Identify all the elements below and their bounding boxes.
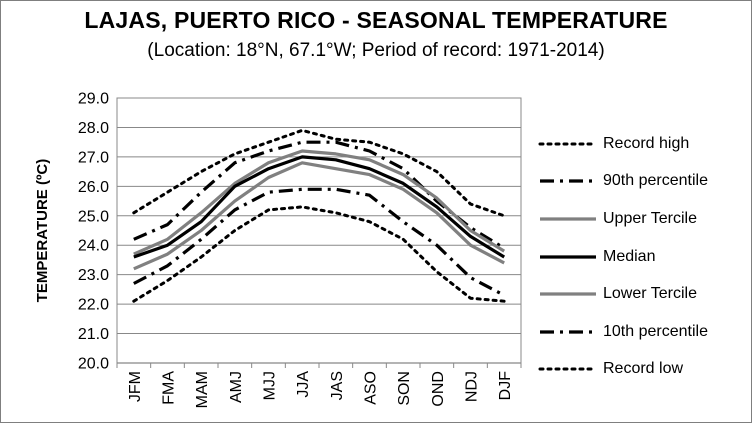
y-tick-label: 26.0 — [78, 179, 109, 196]
legend-label: 10th percentile — [603, 322, 708, 340]
legend-label: Record high — [603, 134, 690, 152]
legend-label: Upper Tercile — [603, 209, 697, 227]
legend-swatch — [540, 292, 596, 296]
x-tick-label: ASO — [363, 371, 380, 405]
y-tick-label: 29.0 — [78, 91, 109, 108]
x-tick-label: MJJ — [262, 371, 279, 400]
x-tick-label: SON — [396, 371, 413, 406]
x-tick-label: JFM — [127, 371, 144, 402]
legend-item-record-high: Record high — [537, 125, 751, 163]
legend-swatch — [540, 179, 596, 183]
legend-label: 90th percentile — [603, 172, 708, 190]
legend-label: Lower Tercile — [603, 285, 697, 303]
legend-swatch — [538, 367, 598, 371]
legend: Record high 90th percentile Upper Tercile M… — [537, 125, 751, 388]
y-tick-label: 24.0 — [78, 238, 109, 255]
chart-subtitle: (Location: 18°N, 67.1°W; Period of recor… — [147, 40, 605, 61]
legend-item-upper-tercile: Upper Tercile — [537, 200, 751, 238]
y-tick-label: 25.0 — [78, 208, 109, 225]
y-tick-label: 27.0 — [78, 149, 109, 166]
legend-swatch — [540, 217, 596, 221]
series-line-median — [133, 155, 506, 259]
x-tick-label: NDJ — [464, 371, 481, 402]
x-tick-label: JAS — [329, 371, 346, 400]
series-line-upper-tercile — [133, 149, 506, 256]
y-tick-label: 23.0 — [78, 267, 109, 284]
legend-item-10th-percentile: 10th percentile — [537, 313, 751, 351]
series-line-10th-percentile — [133, 187, 505, 297]
y-tick-label: 21.0 — [78, 326, 109, 343]
y-axis-title: TEMPERATURE (ºC) — [34, 159, 51, 303]
legend-swatch — [538, 142, 598, 146]
x-tick-label: OND — [430, 371, 447, 407]
x-tick-label: JJA — [295, 371, 312, 398]
chart-title: LAJAS, PUERTO RICO - SEASONAL TEMPERATUR… — [84, 7, 668, 33]
legend-swatch — [540, 330, 596, 334]
legend-item-lower-tercile: Lower Tercile — [537, 275, 751, 313]
legend-swatch — [540, 254, 596, 259]
series-line-lower-tercile — [133, 161, 505, 271]
legend-item-record-low: Record low — [537, 351, 751, 389]
x-tick-label: AMJ — [228, 371, 245, 403]
series-line-record-low — [132, 205, 506, 303]
legend-label: Median — [603, 247, 656, 265]
legend-label: Record low — [603, 360, 684, 378]
legend-item-median: Median — [537, 238, 751, 276]
legend-item-90th-percentile: 90th percentile — [537, 163, 751, 201]
x-tick-label: FMA — [161, 371, 178, 405]
x-tick-label: MAM — [194, 371, 211, 408]
x-tick-label: DJF — [497, 371, 514, 401]
y-tick-label: 20.0 — [78, 356, 109, 373]
y-tick-label: 22.0 — [78, 297, 109, 314]
y-tick-label: 28.0 — [78, 120, 109, 137]
series-line-record-high — [132, 128, 506, 218]
